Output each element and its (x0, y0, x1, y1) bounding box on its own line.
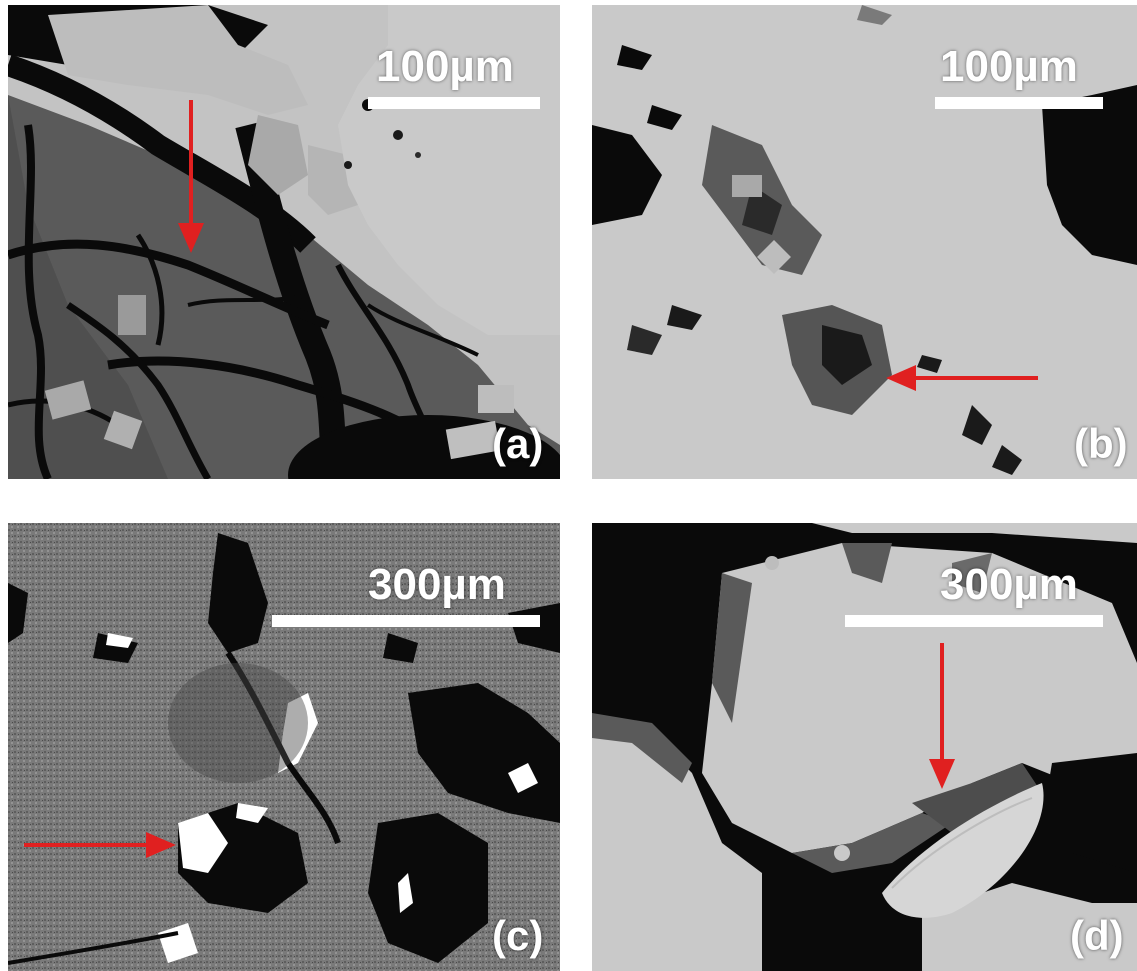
scale-bar (935, 97, 1103, 109)
panel-label: (a) (492, 420, 544, 467)
scale-bar-label: 100µm (940, 42, 1078, 91)
scale-bar-label: 300µm (940, 560, 1078, 609)
panel-label: (b) (1074, 420, 1128, 467)
panel-label: (c) (492, 912, 544, 959)
scale-bar-label: 300µm (368, 560, 506, 609)
scale-bar (272, 615, 540, 627)
micrograph-panel-b: 100µm (b) (592, 5, 1137, 479)
micrograph-panel-c: 300µm (c) (8, 523, 560, 971)
panel-label: (d) (1070, 912, 1124, 959)
scale-bar (845, 615, 1103, 627)
scale-bar-label: 100µm (376, 42, 514, 91)
micrograph-panel-a: 100µm (a) (8, 5, 560, 479)
red-arrow-icon (886, 365, 1038, 391)
micrograph-a-image (8, 5, 560, 479)
red-arrow-icon (178, 100, 204, 253)
micrograph-b-image (592, 5, 1137, 479)
micrograph-c-image (8, 523, 560, 971)
red-arrow-icon (929, 643, 955, 789)
micrograph-panel-d: 300µm (d) (592, 523, 1137, 971)
scale-bar (368, 97, 540, 109)
red-arrow-icon (24, 832, 176, 858)
